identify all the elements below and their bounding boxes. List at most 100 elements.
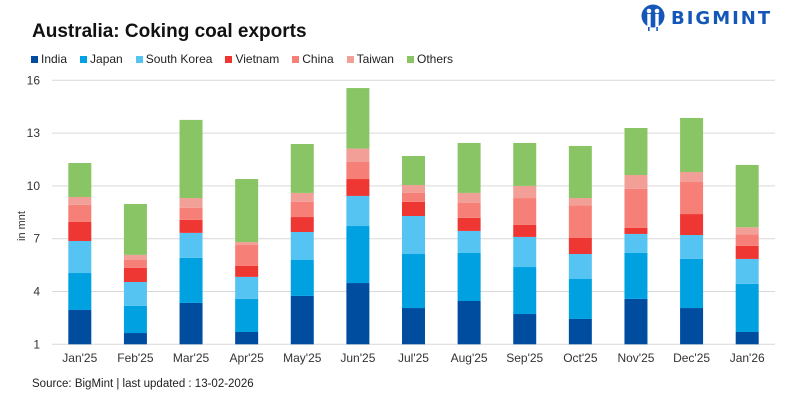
- bar-stack: [235, 179, 259, 345]
- bar-segment-south-korea: [123, 281, 147, 306]
- bar-segment-taiwan: [68, 196, 92, 205]
- x-tick-label: Aug'25: [451, 351, 488, 365]
- legend-label: Others: [416, 52, 453, 66]
- y-tick-label: 16: [27, 73, 41, 87]
- bar-segment-japan: [179, 257, 203, 303]
- legend-label: India: [41, 52, 68, 66]
- bar-segment-china: [402, 192, 425, 202]
- bar-segment-japan: [457, 252, 481, 302]
- bar-stack: [123, 204, 147, 345]
- bar-segment-taiwan: [735, 227, 759, 235]
- legend-swatch: [80, 55, 88, 63]
- bar-stack: [290, 144, 314, 345]
- bar-segment-india: [290, 295, 314, 345]
- bar-segment-vietnam: [624, 227, 648, 234]
- bar-segment-taiwan: [123, 254, 147, 260]
- legend-item-taiwan: Taiwan: [346, 52, 394, 66]
- bar-segment-taiwan: [290, 192, 314, 202]
- x-tick-label: Nov'25: [617, 351, 654, 365]
- bar-segment-others: [346, 88, 370, 149]
- bar-segment-others: [680, 117, 704, 172]
- bar-segment-india: [346, 283, 370, 345]
- bar-segment-india: [123, 333, 147, 345]
- bar-stack: [680, 117, 704, 345]
- x-tick-label: Jun'25: [340, 351, 375, 365]
- bar-segment-others: [235, 179, 259, 243]
- legend-label: Taiwan: [356, 52, 394, 66]
- bar-segment-others: [513, 142, 537, 186]
- x-tick-label: Oct'25: [563, 351, 598, 365]
- y-tick-label: 4: [33, 285, 40, 299]
- bar-segment-india: [735, 331, 759, 345]
- legend-item-india: India: [31, 52, 67, 66]
- y-tick-label: 7: [33, 232, 40, 246]
- legend: India Japan South Korea Vietnam China Taiwan O…: [31, 52, 453, 66]
- x-tick-label: Jan'26: [730, 351, 765, 365]
- bar-segment-vietnam: [179, 219, 203, 233]
- bigmint-logo-icon: [641, 4, 665, 31]
- bar-segment-vietnam: [568, 237, 592, 255]
- bar-segment-vietnam: [735, 245, 759, 259]
- bar-segment-south-korea: [624, 233, 648, 253]
- bar-segment-china: [735, 234, 759, 246]
- bar-segment-india: [68, 309, 92, 345]
- bar-segment-china: [290, 201, 314, 218]
- legend-label: China: [302, 52, 334, 66]
- bar-stack: [179, 119, 203, 345]
- legend-item-japan: Japan: [80, 52, 123, 66]
- bar-stack: [68, 163, 92, 345]
- bar-segment-china: [68, 204, 92, 222]
- bar-segment-vietnam: [235, 265, 259, 277]
- bar-segment-japan: [680, 258, 704, 309]
- source-note: Source: BigMint | last updated : 13-02-2…: [32, 378, 254, 390]
- bar-segment-japan: [568, 279, 592, 319]
- legend-swatch: [135, 55, 143, 63]
- bar-segment-vietnam: [457, 217, 481, 231]
- legend-swatch: [31, 55, 38, 63]
- x-tick-label: Feb'25: [117, 351, 154, 365]
- legend-item-others: Others: [406, 52, 453, 66]
- bar-segment-others: [123, 204, 147, 255]
- bar-segment-south-korea: [568, 254, 592, 280]
- bar-segment-south-korea: [235, 276, 259, 299]
- bar-segment-china: [123, 259, 147, 268]
- y-tick-label: 13: [27, 126, 41, 140]
- bar-segment-taiwan: [402, 185, 425, 193]
- bar-segment-taiwan: [624, 174, 648, 189]
- legend-label: Vietnam: [235, 52, 280, 66]
- bar-segment-others: [290, 144, 314, 193]
- bar-stack: [346, 88, 370, 345]
- bar-segment-taiwan: [235, 242, 259, 246]
- bar-segment-south-korea: [680, 235, 704, 259]
- bar-segment-south-korea: [457, 230, 481, 253]
- bar-segment-china: [235, 245, 259, 266]
- bar-segment-japan: [290, 259, 314, 296]
- legend-swatch: [406, 55, 414, 63]
- bar-segment-vietnam: [68, 221, 92, 241]
- bar-segment-china: [513, 198, 537, 225]
- bar-segment-japan: [235, 298, 259, 332]
- y-axis-label: in mnt: [16, 211, 28, 241]
- bar-segment-others: [624, 127, 648, 175]
- bar-segment-india: [513, 314, 537, 345]
- bar-segment-india: [680, 308, 704, 345]
- bar-segment-vietnam: [123, 267, 147, 282]
- bar-segment-taiwan: [179, 198, 203, 208]
- legend-item-vietnam: Vietnam: [225, 52, 279, 66]
- bar-stack: [735, 164, 759, 345]
- bar-segment-china: [568, 205, 592, 238]
- y-tick-label: 1: [33, 337, 40, 351]
- x-tick-label: Sep'25: [506, 351, 543, 365]
- bar-segment-others: [735, 164, 759, 228]
- bar-segment-taiwan: [568, 198, 592, 206]
- bar-segment-taiwan: [513, 185, 537, 199]
- legend-swatch: [292, 55, 300, 63]
- bar-segment-india: [457, 301, 481, 345]
- bar-segment-south-korea: [179, 232, 203, 258]
- bar-segment-japan: [402, 254, 425, 309]
- bar-segment-taiwan: [346, 148, 370, 162]
- bar-segment-south-korea: [402, 215, 425, 255]
- bar-segment-japan: [123, 305, 147, 334]
- bar-segment-taiwan: [680, 171, 704, 183]
